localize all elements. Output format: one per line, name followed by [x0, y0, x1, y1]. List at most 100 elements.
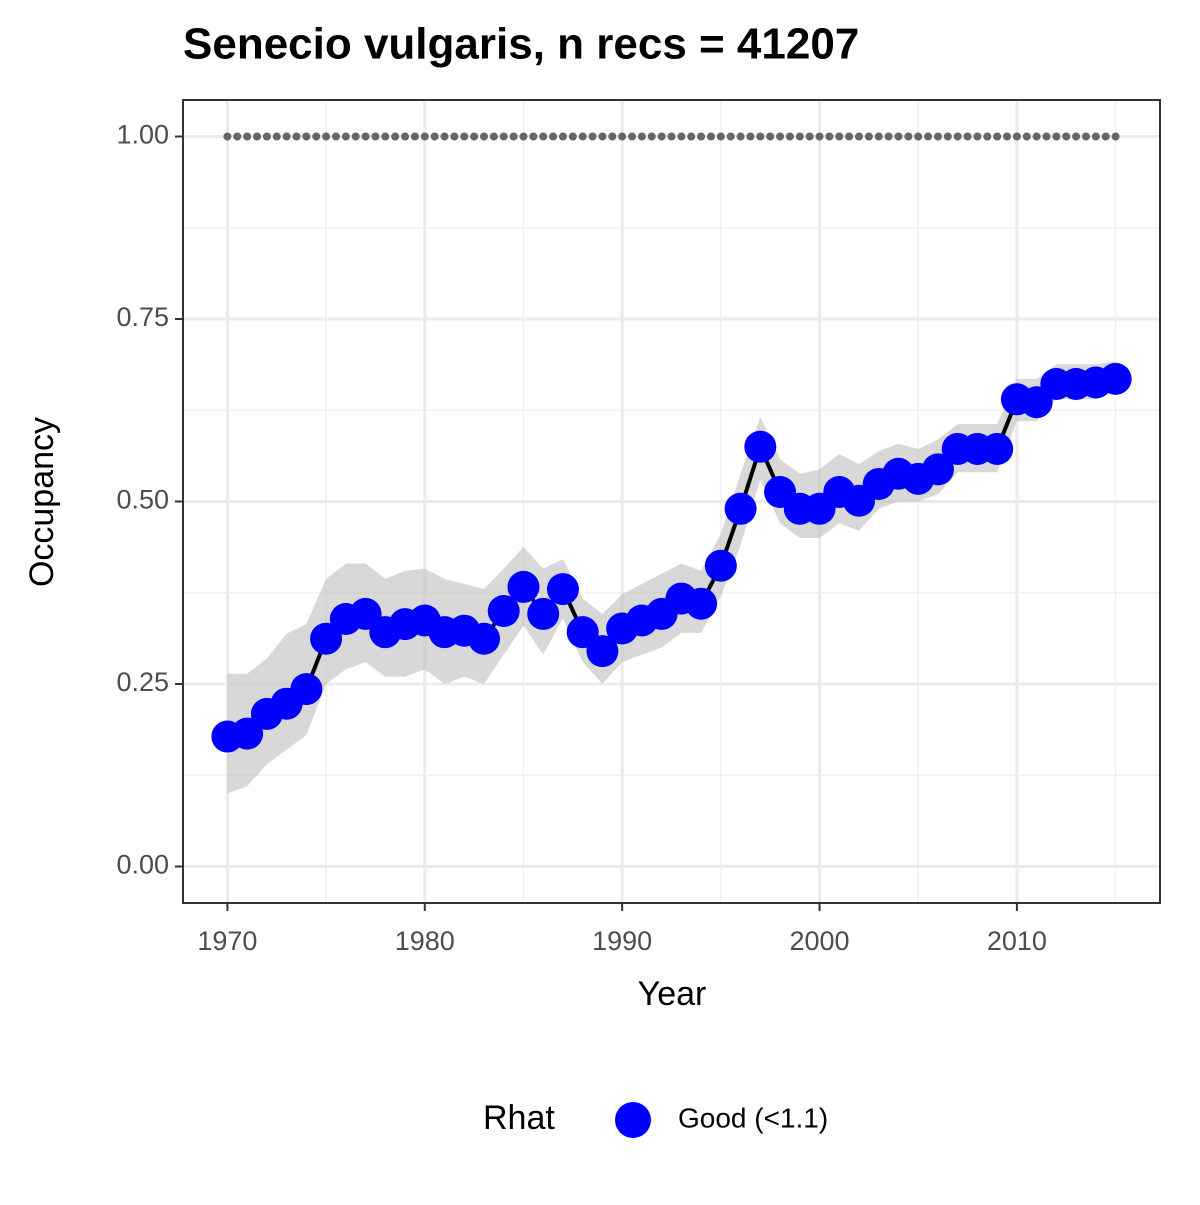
reference-dot	[371, 132, 380, 141]
reference-dot	[253, 132, 262, 141]
point	[586, 635, 619, 668]
reference-dot	[825, 132, 834, 141]
reference-dot	[489, 132, 498, 141]
point	[685, 587, 718, 620]
reference-dot	[1032, 132, 1041, 141]
reference-dot	[1072, 132, 1081, 141]
reference-dot	[706, 132, 715, 141]
reference-dot	[845, 132, 854, 141]
reference-dot	[391, 132, 400, 141]
reference-dot	[963, 132, 972, 141]
reference-dot	[993, 132, 1002, 141]
reference-dot	[1052, 132, 1061, 141]
reference-dot	[973, 132, 982, 141]
plot-border	[182, 99, 1161, 904]
reference-dot	[1081, 132, 1090, 141]
reference-dot	[1101, 132, 1110, 141]
reference-dot	[233, 132, 242, 141]
reference-dot	[608, 132, 617, 141]
reference-dot	[726, 132, 735, 141]
x-tick-label: 2010	[987, 926, 1047, 956]
reference-dot	[322, 132, 331, 141]
point	[1099, 362, 1132, 395]
legend-marker	[615, 1102, 651, 1138]
point	[310, 622, 343, 655]
x-tick-label: 1990	[592, 926, 652, 956]
reference-dot	[874, 132, 883, 141]
reference-dot	[647, 132, 656, 141]
reference-dot	[598, 132, 607, 141]
reference-dot	[884, 132, 893, 141]
reference-dot	[450, 132, 459, 141]
reference-dot	[1111, 132, 1120, 141]
reference-dot	[736, 132, 745, 141]
point	[467, 622, 500, 655]
reference-dot	[766, 132, 775, 141]
reference-dot	[924, 132, 933, 141]
reference-dot	[943, 132, 952, 141]
reference-dot	[795, 132, 804, 141]
point	[704, 549, 737, 582]
reference-dot	[1091, 132, 1100, 141]
y-tick-label: 0.00	[116, 850, 169, 880]
point	[527, 597, 560, 630]
y-tick-label: 1.00	[116, 120, 169, 150]
reference-dot	[716, 132, 725, 141]
reference-dot	[864, 132, 873, 141]
reference-dot	[440, 132, 449, 141]
reference-dot	[401, 132, 410, 141]
reference-dot	[618, 132, 627, 141]
reference-dot	[549, 132, 558, 141]
x-axis-title: Year	[638, 975, 707, 1013]
reference-dot	[529, 132, 538, 141]
reference-dot	[677, 132, 686, 141]
reference-dot	[410, 132, 419, 141]
legend-label: Good (<1.1)	[678, 1102, 828, 1133]
point	[290, 673, 323, 706]
reference-dot	[381, 132, 390, 141]
reference-dot	[933, 132, 942, 141]
reference-dot	[894, 132, 903, 141]
reference-dot	[272, 132, 281, 141]
reference-dot	[588, 132, 597, 141]
reference-dot	[302, 132, 311, 141]
x-tick-label: 2000	[789, 926, 849, 956]
chart-title: Senecio vulgaris, n recs = 41207	[183, 20, 859, 69]
reference-dot	[953, 132, 962, 141]
reference-dot	[756, 132, 765, 141]
y-axis-title: Occupancy	[23, 417, 61, 587]
reference-dot	[331, 132, 340, 141]
reference-dot	[914, 132, 923, 141]
reference-dot	[815, 132, 824, 141]
x-tick-label: 1970	[197, 926, 257, 956]
point	[981, 432, 1014, 465]
reference-dot	[262, 132, 271, 141]
reference-dot	[223, 132, 232, 141]
reference-dot	[479, 132, 488, 141]
reference-dot	[805, 132, 814, 141]
reference-dot	[855, 132, 864, 141]
reference-dot	[776, 132, 785, 141]
reference-dot	[341, 132, 350, 141]
point	[487, 595, 520, 627]
reference-dot	[1022, 132, 1031, 141]
reference-dot	[1012, 132, 1021, 141]
reference-dot	[460, 132, 469, 141]
reference-dot	[687, 132, 696, 141]
reference-dot	[568, 132, 577, 141]
reference-dot	[628, 132, 637, 141]
reference-dot	[282, 132, 291, 141]
legend-title: Rhat	[483, 1099, 555, 1137]
reference-dot	[519, 132, 528, 141]
reference-dot	[1003, 132, 1012, 141]
reference-dot	[983, 132, 992, 141]
y-tick-label: 0.50	[116, 485, 169, 515]
reference-dot	[361, 132, 370, 141]
reference-dot	[746, 132, 755, 141]
reference-dot	[667, 132, 676, 141]
reference-dot	[904, 132, 913, 141]
reference-dot	[292, 132, 301, 141]
reference-dot	[351, 132, 360, 141]
reference-dot	[499, 132, 508, 141]
